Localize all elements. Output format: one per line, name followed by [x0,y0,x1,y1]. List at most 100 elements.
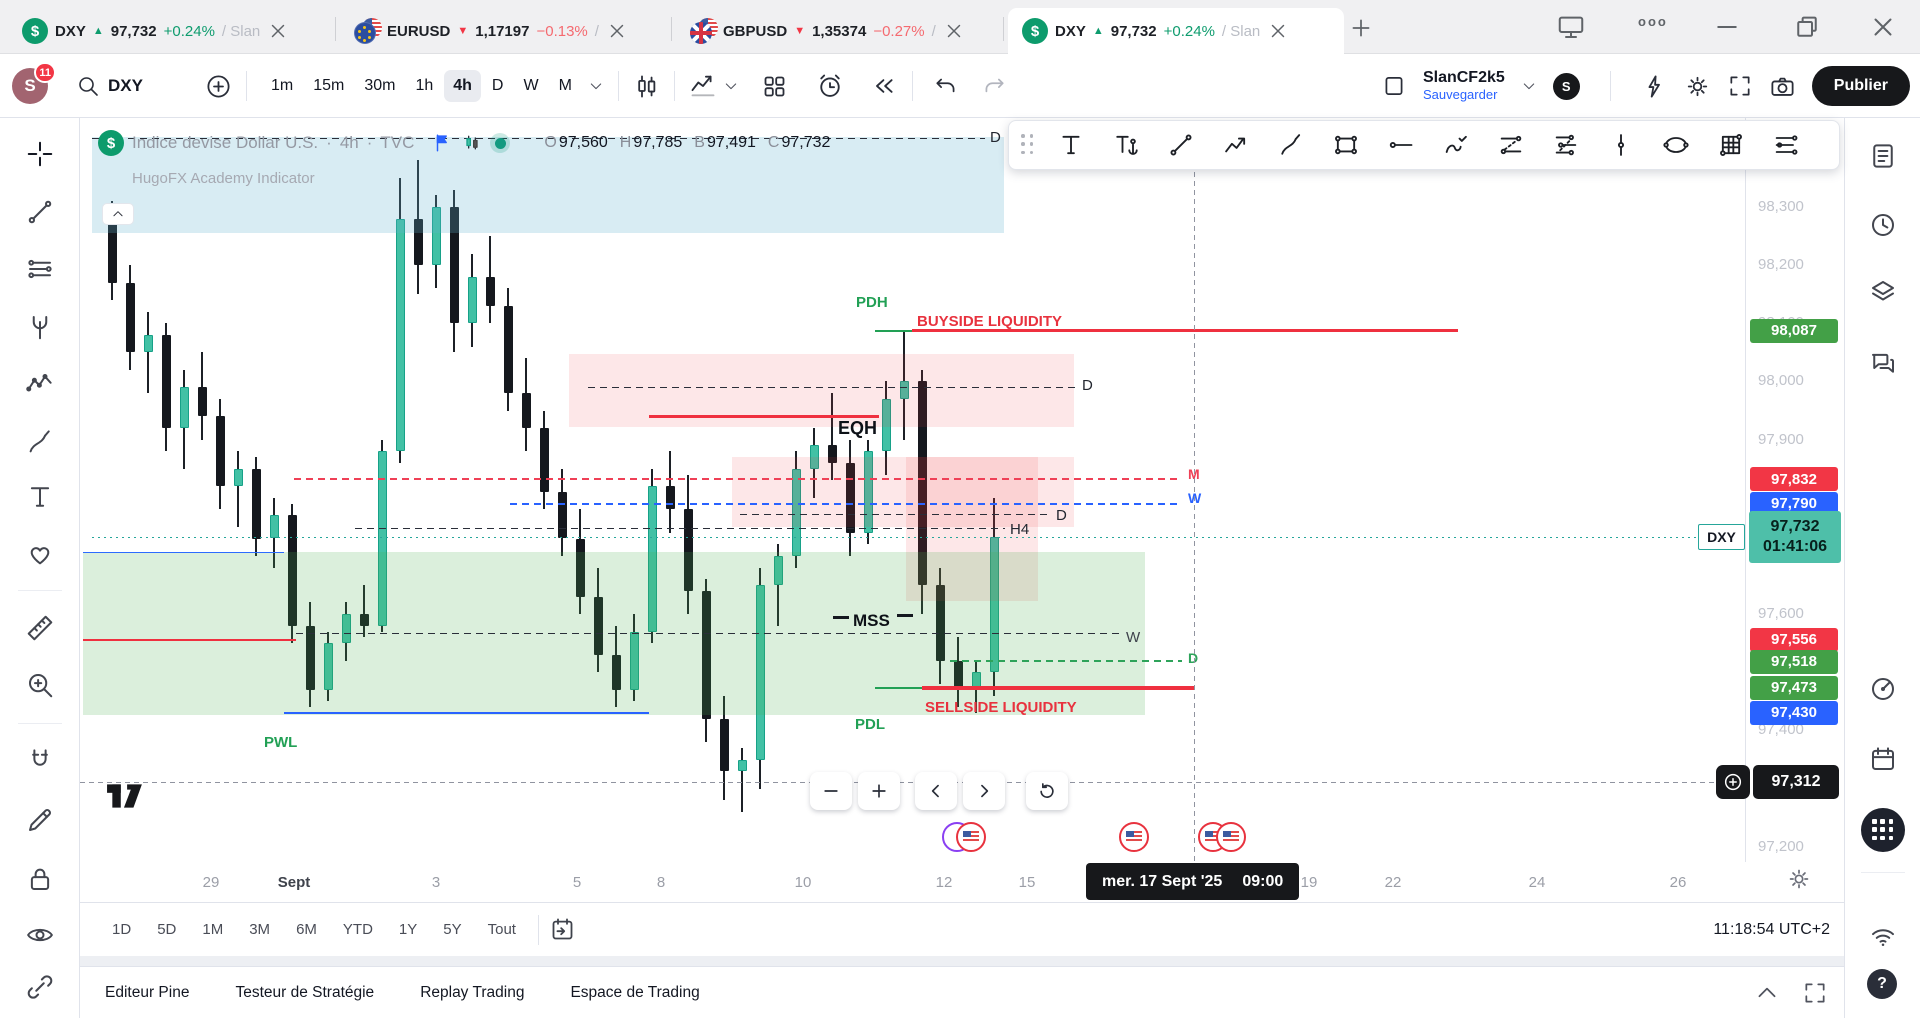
fullscreen-icon[interactable] [1727,73,1753,99]
range-6m[interactable]: 6M [288,915,325,944]
price-scale[interactable]: 98,30098,20098,10098,00097,90097,60097,4… [1745,118,1844,862]
notes-icon[interactable] [1868,141,1898,171]
alert-clock-icon[interactable] [816,72,844,100]
layout-chevron-icon[interactable] [1521,78,1537,94]
legend-exchange[interactable]: TVC [380,133,415,152]
lock-icon[interactable] [25,864,55,894]
anchored-text-tool-icon[interactable] [1112,131,1140,159]
layout-templates-icon[interactable] [761,73,788,100]
fib-grid-tool-icon[interactable] [1717,131,1745,159]
tab-overflow-button[interactable]: ooo [1638,14,1668,29]
text-icon[interactable] [25,482,55,512]
ruler-icon[interactable] [25,613,55,643]
tab-close-icon[interactable] [1267,20,1289,42]
close-button[interactable] [1868,12,1898,42]
timeframe-4h[interactable]: 4h [444,70,481,102]
ellipse-tool-icon[interactable] [1662,131,1690,159]
path-tool-icon[interactable] [1442,131,1470,159]
horizontal-ray-tool-icon[interactable] [1387,131,1415,159]
timeframe-15m[interactable]: 15m [304,70,353,102]
symbol-tab-dxy-0[interactable]: $ DXY ▲ 97,732 +0.24% / Slan [8,8,332,54]
indicators-icon[interactable] [689,72,717,100]
wifi-icon[interactable] [1868,921,1898,951]
fib-retracement-tool-icon[interactable] [1497,131,1525,159]
panel-open-chevron-icon[interactable] [1754,980,1780,1006]
chat-icon[interactable] [1868,348,1898,378]
timeframe-W[interactable]: W [514,70,547,102]
symbol-search-value[interactable]: DXY [108,76,143,95]
brush-tool-icon[interactable] [1277,131,1305,159]
tradingview-logo[interactable] [106,782,144,810]
crosshair-icon[interactable] [25,139,55,169]
range-tout[interactable]: Tout [480,915,524,944]
long-position-tool-icon[interactable] [1772,131,1800,159]
scroll-right-button[interactable] [963,772,1005,810]
range-ytd[interactable]: YTD [335,915,381,944]
quick-actions-icon[interactable] [1641,73,1668,100]
legend-collapse-button[interactable] [102,203,134,225]
economic-event-us-icon[interactable] [1119,822,1149,852]
save-label[interactable]: Sauvegarder [1422,86,1498,102]
economic-event-us-icon[interactable] [956,822,986,852]
time-axis[interactable]: mer. 17 Sept '25 09:00 29 Sept 3 5 8 10 12 15 19… [80,862,1745,902]
chart-style-icon[interactable] [633,73,660,100]
range-1d[interactable]: 1D [104,915,139,944]
help-button[interactable]: ? [1867,969,1897,999]
trend-line-tool-icon[interactable] [1167,131,1195,159]
chart-layout-icon[interactable] [1381,73,1407,99]
range-1y[interactable]: 1Y [391,915,425,944]
tab-close-icon[interactable] [606,20,628,42]
text-tool-icon[interactable] [1057,131,1085,159]
restore-button[interactable] [1792,12,1822,42]
clock[interactable]: 11:18:54 UTC+2 [1713,920,1830,938]
goto-date-icon[interactable] [549,916,576,943]
target-icon[interactable] [1868,674,1898,704]
undo-icon[interactable] [933,73,959,99]
link-icon[interactable] [25,972,55,1002]
rectangle-tool-icon[interactable] [1332,131,1360,159]
new-tab-button[interactable] [1348,15,1374,41]
tab-close-icon[interactable] [943,20,965,42]
polyline-tool-icon[interactable] [1222,131,1250,159]
parallel-lines-icon[interactable] [25,254,55,284]
layout-name-block[interactable]: SlanCF2k5 Sauvegarder [1423,69,1505,102]
fib-extension-tool-icon[interactable] [1552,131,1580,159]
zoom-out-button[interactable] [810,772,852,810]
multi-window-icon[interactable] [1556,12,1586,42]
crosshair-add-alert-button[interactable] [1716,764,1750,799]
footer-tab-espace-de-trading[interactable]: Espace de Trading [570,983,700,1001]
footer-tab-editeur-pine[interactable]: Editeur Pine [105,983,190,1001]
vertical-line-tool-icon[interactable] [1607,131,1635,159]
compare-add-icon[interactable] [205,73,232,100]
symbol-tab-dxy-3[interactable]: $ DXY ▲ 97,732 +0.24% / Slan [1008,8,1344,54]
footer-tab-replay-trading[interactable]: Replay Trading [420,983,525,1001]
zoom-in-button[interactable] [858,772,900,810]
zoom-icon[interactable] [25,670,55,700]
minimize-button[interactable] [1712,12,1742,42]
flag-icon[interactable] [432,132,454,154]
elliott-pattern-icon[interactable] [25,369,55,399]
indicators-chevron-icon[interactable] [723,78,739,94]
timeframe-1h[interactable]: 1h [406,70,442,102]
economic-event-us-icon[interactable] [1216,822,1246,852]
trend-line-icon[interactable] [25,197,55,227]
settings-gear-icon[interactable] [1684,73,1711,100]
pitchfork-icon[interactable] [25,312,55,342]
range-3m[interactable]: 3M [241,915,278,944]
layers-icon[interactable] [1868,277,1898,307]
search-icon[interactable] [76,74,100,98]
range-5y[interactable]: 5Y [435,915,469,944]
heart-icon[interactable] [25,539,55,569]
legend-title[interactable]: Indice devise Dollar U.S. [132,133,319,152]
panel-expand-icon[interactable] [1802,980,1828,1006]
scroll-left-button[interactable] [915,772,957,810]
timeframe-30m[interactable]: 30m [355,70,404,102]
account-avatar[interactable]: S [1552,72,1580,100]
legend-interval[interactable]: 4h [339,133,359,152]
timeframe-1m[interactable]: 1m [262,70,302,102]
calendar-icon[interactable] [1868,744,1898,774]
timeframe-menu-chevron-icon[interactable] [588,78,604,94]
alert-clock-icon[interactable] [1868,210,1898,240]
user-avatar[interactable]: S 11 [12,62,56,104]
symbol-tab-eurusd-1[interactable]: EURUSD ▼ 1,17197 −0.13% / [340,8,668,54]
